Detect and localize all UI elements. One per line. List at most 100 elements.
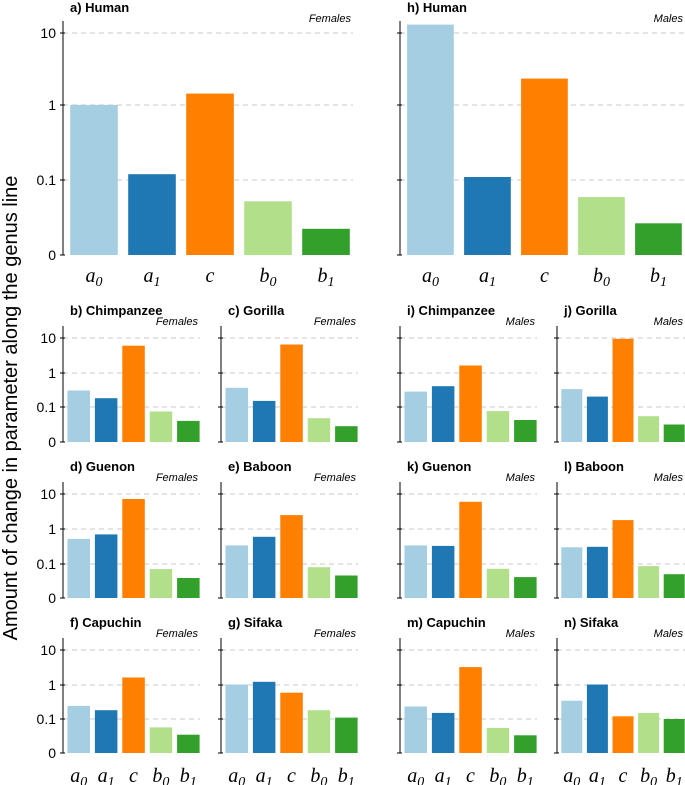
bar-a0 — [225, 684, 248, 753]
bar-a0 — [407, 24, 454, 255]
panel-sex-label: Males — [506, 628, 536, 640]
y-axis-label: Amount of change in parameter along the … — [0, 176, 22, 641]
x-tick-label: b1 — [650, 265, 667, 290]
y-tick-label: 1 — [48, 677, 56, 693]
panel-g: g) Sifaka Females a0 a1 c b0 b1 — [218, 615, 358, 785]
x-tick-label: a1 — [256, 765, 273, 785]
bar-c — [459, 501, 482, 598]
bar-a1 — [464, 177, 511, 255]
x-tick-label: a1 — [144, 265, 161, 290]
bar-a1 — [94, 534, 118, 598]
y-tick-label: 0 — [48, 434, 56, 450]
x-tick-label: c — [287, 765, 296, 785]
x-tick-label: b0 — [260, 265, 277, 290]
x-tick-label: a1 — [435, 765, 452, 785]
x-tick-label: b1 — [338, 765, 355, 785]
bar-b1 — [177, 420, 200, 442]
y-tick-label: 0.1 — [37, 711, 57, 727]
bar-a1 — [431, 712, 455, 753]
bar-c — [122, 499, 145, 598]
bar-c — [280, 692, 303, 753]
panel-i: i) Chimpanzee Males — [397, 303, 537, 443]
bar-a1 — [586, 684, 608, 753]
x-tick-label: b1 — [666, 765, 683, 785]
bar-b1 — [635, 223, 682, 255]
panel-title: f) Capuchin — [70, 615, 142, 630]
x-tick-label: b0 — [640, 765, 657, 785]
bar-a1 — [431, 386, 455, 442]
panel-title: l) Baboon — [564, 459, 624, 474]
bar-b0 — [486, 568, 510, 598]
panel-title: c) Gorilla — [228, 303, 285, 318]
bar-b1 — [514, 420, 537, 442]
y-tick-label: 10 — [40, 486, 56, 502]
bar-a0 — [561, 547, 583, 598]
panel-title: j) Gorilla — [563, 303, 618, 318]
bar-a0 — [225, 545, 248, 598]
panel-sex-label: Females — [309, 13, 352, 25]
bar-a0 — [67, 390, 90, 442]
panel-sex-label: Females — [314, 628, 357, 640]
panel-sex-label: Males — [654, 316, 684, 328]
bar-b1 — [177, 578, 200, 598]
x-tick-label: b1 — [517, 765, 534, 785]
bar-b0 — [486, 727, 510, 753]
x-tick-label: a0 — [70, 765, 87, 785]
panel-sex-label: Males — [506, 316, 536, 328]
panel-title: i) Chimpanzee — [407, 303, 495, 318]
x-tick-label: b0 — [593, 265, 610, 290]
y-tick-label: 0 — [48, 247, 56, 263]
panel-title: e) Baboon — [228, 459, 292, 474]
bar-b0 — [578, 197, 625, 255]
bar-a0 — [561, 389, 583, 442]
bar-a1 — [94, 710, 118, 753]
bar-a1 — [431, 545, 455, 598]
panel-f: f) Capuchin Females 10 1 0.1 0 a0 a1 c b0 b1 — [37, 615, 200, 785]
y-tick-label: 0.1 — [37, 172, 57, 188]
y-tick-label: 0.1 — [37, 399, 57, 415]
bar-c — [122, 677, 145, 753]
bar-c — [459, 365, 482, 442]
bar-b0 — [638, 712, 660, 753]
bar-b1 — [514, 735, 537, 753]
panel-title: d) Guenon — [70, 459, 135, 474]
bar-a1 — [252, 536, 276, 598]
panel-title: h) Human — [407, 0, 467, 15]
y-tick-label: 1 — [48, 521, 56, 537]
panel-sex-label: Females — [314, 472, 357, 484]
bar-b0 — [638, 566, 660, 598]
x-tick-label: a1 — [98, 765, 115, 785]
bar-c — [280, 344, 303, 442]
x-tick-label: a0 — [86, 265, 103, 290]
panel-title: m) Capuchin — [407, 615, 486, 630]
panel-title: n) Sifaka — [564, 615, 619, 630]
x-tick-label: b0 — [489, 765, 506, 785]
bar-a1 — [94, 398, 118, 442]
bar-a0 — [404, 391, 427, 442]
panel-m: m) Capuchin Males a0 a1 c b0 b1 — [397, 615, 537, 785]
x-tick-label: a1 — [479, 265, 496, 290]
bar-c — [612, 716, 634, 753]
x-tick-label: c — [540, 265, 549, 287]
panel-title: k) Guenon — [407, 459, 471, 474]
bar-a1 — [252, 400, 276, 442]
y-tick-label: 0 — [48, 745, 56, 761]
bar-a1 — [586, 396, 608, 442]
bar-c — [186, 93, 234, 255]
bar-b0 — [307, 710, 331, 753]
bar-a1 — [128, 174, 176, 255]
bar-a0 — [404, 545, 427, 598]
x-tick-label: c — [619, 765, 628, 785]
panel-l: l) Baboon Males — [554, 459, 685, 599]
x-tick-label: c — [129, 765, 138, 785]
bar-b1 — [663, 719, 685, 753]
bar-a0 — [561, 700, 583, 753]
y-tick-label: 1 — [48, 97, 56, 113]
bar-b1 — [177, 734, 200, 753]
panel-h: h) Human Males a0 a1 c b0 b1 — [397, 0, 685, 290]
x-tick-label: a0 — [563, 765, 580, 785]
x-tick-label: a0 — [422, 265, 439, 290]
bar-c — [459, 667, 482, 753]
